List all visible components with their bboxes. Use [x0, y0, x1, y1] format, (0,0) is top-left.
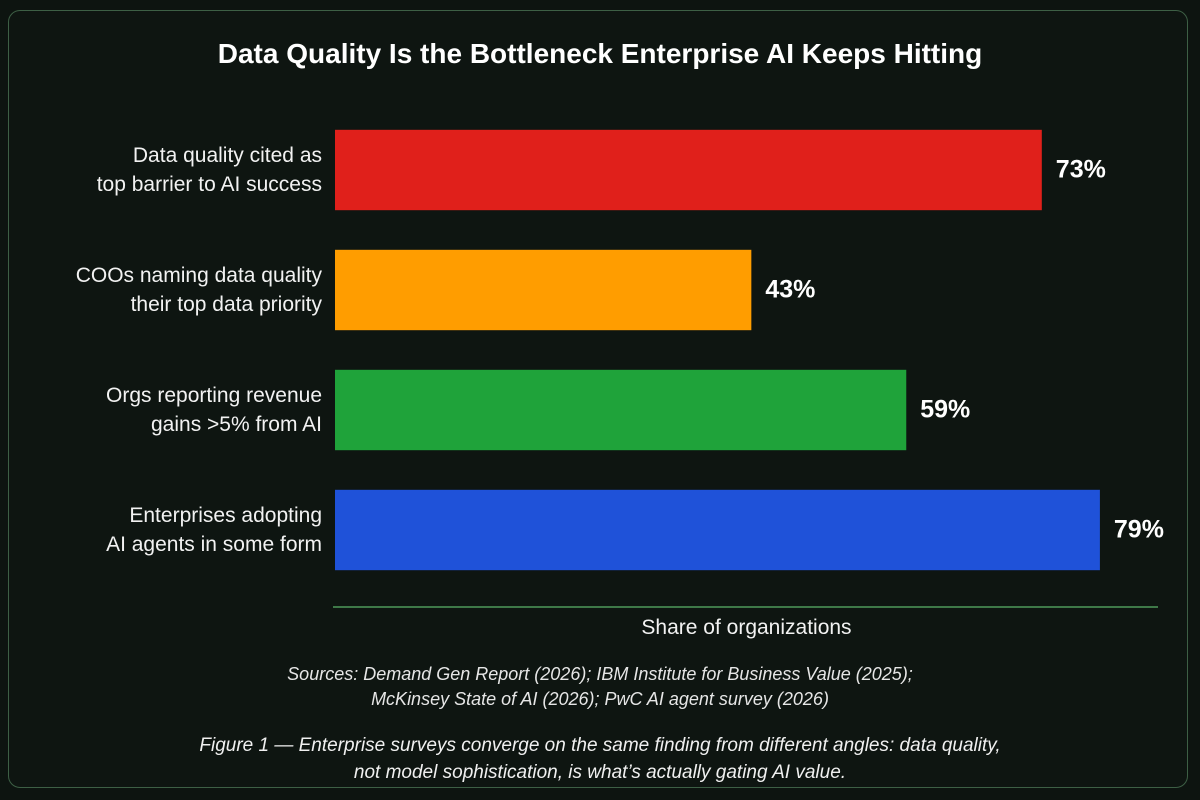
bar [335, 489, 1100, 571]
sources: Sources: Demand Gen Report (2026); IBM I… [287, 664, 913, 709]
value-label: 79% [1113, 515, 1164, 544]
value-label: 73% [1055, 155, 1106, 184]
bar [335, 369, 907, 451]
category-label: Data quality cited as top barrier to AI … [96, 144, 322, 196]
value-label: 59% [920, 395, 971, 424]
category-label: Orgs reporting revenue gains >5% from AI [106, 384, 322, 436]
value-label: 43% [765, 275, 816, 304]
bar [335, 129, 1042, 211]
chart-title: Data Quality Is the Bottleneck Enterpris… [217, 38, 983, 69]
caption: Figure 1 — Enterprise surveys converge o… [199, 735, 1001, 783]
category-label: Enterprises adopting AI agents in some f… [106, 504, 322, 556]
bar [335, 249, 752, 331]
category-label: COOs naming data quality their top data … [75, 264, 322, 316]
x-axis-label: Share of organizations [641, 616, 852, 639]
